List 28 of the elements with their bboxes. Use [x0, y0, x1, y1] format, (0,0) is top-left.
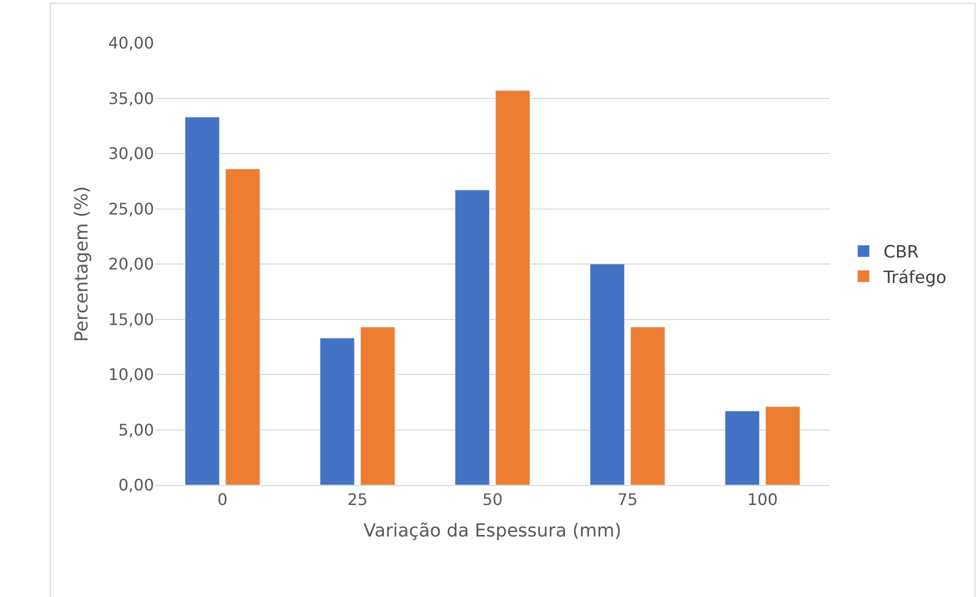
y-tick-label: 30,00: [108, 144, 154, 164]
y-axis-title: Percentagem (%): [71, 186, 92, 342]
y-tick-label: 20,00: [108, 254, 154, 274]
bar: [765, 406, 800, 485]
bar: [320, 338, 355, 485]
bar: [630, 326, 666, 485]
x-tick-label: 25: [347, 490, 368, 510]
y-tick-label: 15,00: [108, 310, 154, 329]
x-tick-label: 75: [617, 490, 638, 510]
bar: [184, 116, 220, 485]
x-tick-label: 100: [747, 490, 778, 510]
x-tick-label: 50: [482, 490, 503, 510]
y-tick-label: 10,00: [108, 365, 154, 384]
x-axis-title: Variação da Espessura (mm): [364, 520, 622, 542]
legend-label: CBR: [884, 242, 920, 263]
y-tick-label: 25,00: [108, 199, 154, 218]
bar: [724, 410, 760, 485]
bar: [590, 264, 625, 485]
y-tick-label: 40,00: [108, 34, 154, 53]
y-tick-label: 5,00: [118, 420, 154, 440]
bar: [495, 90, 530, 485]
bar: [225, 168, 260, 485]
x-tick-label: 0: [217, 490, 228, 510]
bar: [454, 190, 490, 485]
y-tick-label: 0,00: [118, 476, 154, 495]
bar: [360, 326, 396, 485]
y-tick-label: 35,00: [108, 88, 154, 108]
legend-label: Tráfego: [882, 268, 946, 288]
